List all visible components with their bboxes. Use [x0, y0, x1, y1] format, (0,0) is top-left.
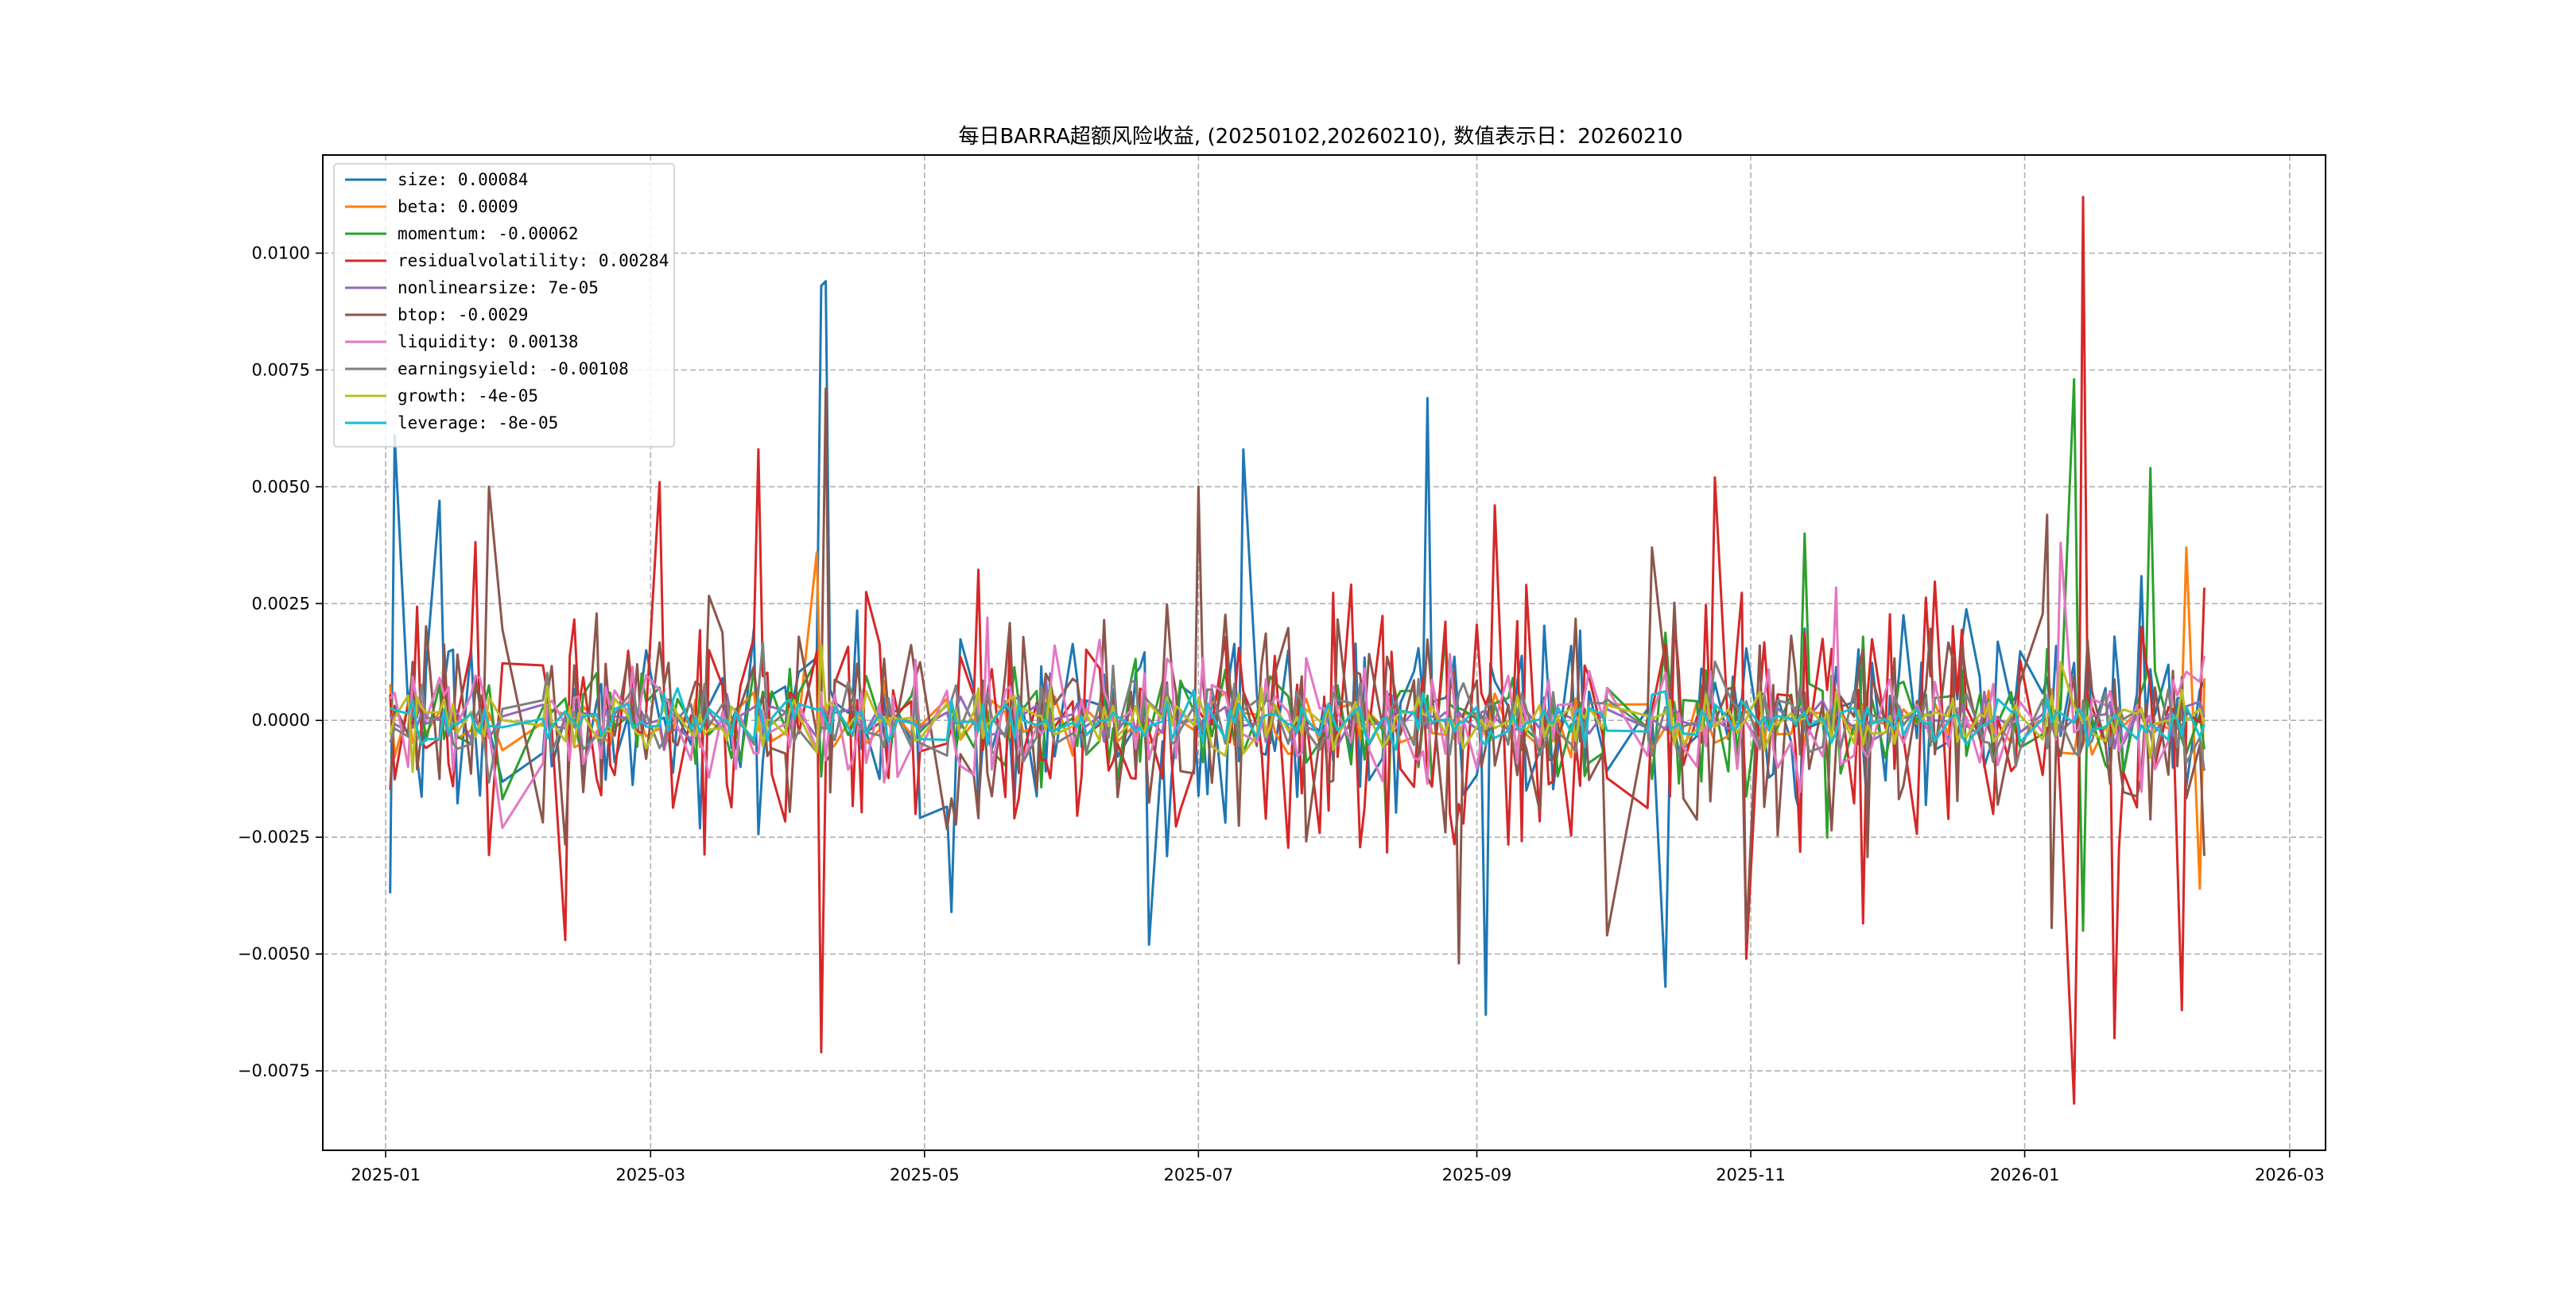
series-lines	[389, 196, 2206, 1105]
y-tick-label: 0.0025	[252, 594, 310, 613]
x-tick-label: 2025-09	[1442, 1165, 1512, 1184]
x-tick-label: 2025-07	[1163, 1165, 1233, 1184]
axes-frame	[322, 154, 2326, 1151]
x-tick-label: 2026-01	[1990, 1165, 2060, 1184]
legend-entry-liquidity: liquidity: 0.00138	[398, 332, 579, 351]
legend-entry-momentum: momentum: -0.00062	[398, 224, 579, 243]
series-line-growth	[389, 644, 2206, 773]
legend-entry-growth: growth: -4e-05	[398, 386, 538, 405]
x-tick-label: 2025-11	[1716, 1165, 1786, 1184]
legend-entry-leverage: leverage: -8e-05	[398, 413, 558, 432]
x-tick-label: 2025-03	[615, 1165, 685, 1184]
legend-frame	[333, 163, 675, 448]
y-tick-label: −0.0075	[238, 1061, 310, 1080]
x-tick-label: 2025-01	[351, 1165, 421, 1184]
x-tick-label: 2025-05	[890, 1165, 960, 1184]
chart-title: 每日BARRA超额风险收益, (20250102,20260210), 数值表示…	[958, 125, 1682, 149]
legend: size: 0.00084 beta: 0.0009 momentum: -0.00…	[333, 163, 675, 448]
legend-entry-beta: beta: 0.0009	[398, 197, 518, 216]
legend-entry-btop: btop: -0.0029	[398, 305, 528, 324]
y-tick-label: −0.0025	[238, 828, 310, 847]
legend-entry-size: size: 0.00084	[398, 170, 528, 189]
axis-ticks: 2025-01 2025-03 2025-05 2025-07 2025-09 2025-…	[238, 243, 2325, 1184]
legend-entry-earningsyield: earningsyield: -0.00108	[398, 359, 629, 378]
series-line-btop	[389, 387, 2206, 965]
y-tick-label: 0.0050	[252, 477, 310, 496]
y-tick-label: 0.0100	[252, 243, 310, 262]
series-line-leverage	[390, 687, 2206, 751]
x-tick-label: 2026-03	[2255, 1165, 2325, 1184]
y-tick-label: 0.0000	[252, 711, 310, 730]
legend-entry-residualvolatility: residualvolatility: 0.00284	[398, 251, 669, 270]
y-tick-label: 0.0075	[252, 360, 310, 379]
legend-entry-nonlinearsize: nonlinearsize: 7e-05	[398, 278, 599, 297]
y-tick-label: −0.0050	[238, 944, 310, 963]
series-line-liquidity	[389, 541, 2206, 829]
